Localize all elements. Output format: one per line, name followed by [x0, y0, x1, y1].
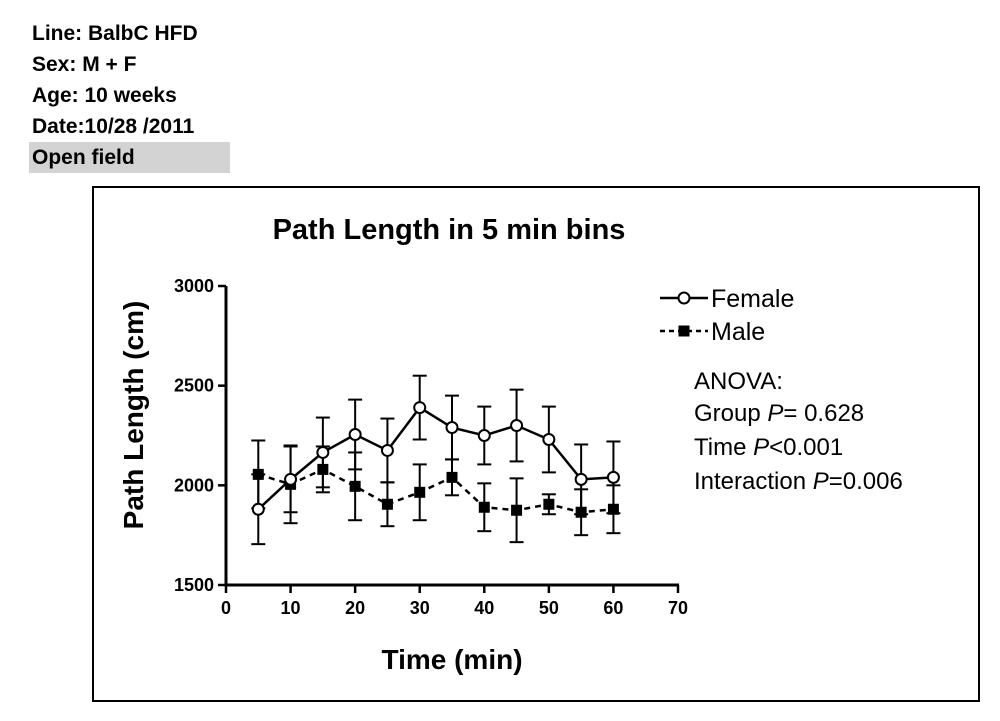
chart-frame — [92, 186, 980, 702]
x-tick-label: 10 — [281, 598, 301, 618]
y-tick-label: 2000 — [174, 475, 214, 495]
female-point — [413, 401, 427, 415]
stats-heading: ANOVA: — [694, 368, 783, 395]
y-tick-label: 3000 — [174, 276, 214, 296]
y-tick-label: 1500 — [174, 575, 214, 595]
stats-time-label: Time — [694, 434, 753, 461]
female-point — [477, 429, 491, 442]
female-point — [606, 470, 620, 484]
meta-sex: Sex: M + F — [32, 53, 137, 76]
female-line — [257, 405, 614, 511]
stats-group-value: = 0.628 — [783, 400, 864, 427]
male-line — [257, 467, 614, 514]
axes: 0 10 20 30 40 50 60 70 1500 2000 2500 3000 — [174, 276, 688, 618]
legend-label-male: Male — [711, 318, 765, 346]
male-point — [446, 471, 458, 483]
female-point — [380, 443, 394, 457]
stats-interaction: Interaction P=0.006 — [694, 468, 903, 495]
male-point — [414, 486, 426, 498]
female-point — [251, 502, 265, 516]
y-axis-title: Path Length (cm) — [118, 301, 149, 530]
legend-label-female: Female — [711, 285, 794, 313]
y-tick-label: 2500 — [174, 376, 214, 396]
stats-interaction-p: P — [813, 468, 829, 495]
x-axis-title: Time (min) — [381, 644, 522, 675]
male-point — [478, 501, 490, 513]
male-point — [511, 504, 523, 516]
x-tick-label: 50 — [539, 598, 559, 618]
series-layer — [251, 374, 621, 546]
stats-group-label: Group — [694, 400, 767, 427]
x-tick-label: 40 — [474, 598, 494, 618]
meta-date: Date:10/28 /2011 — [32, 115, 195, 138]
anova-stats: ANOVA: Group P= 0.628 Time P<0.001 Inter… — [694, 368, 903, 495]
legend-item-female: Female — [660, 285, 794, 313]
x-tick-label: 70 — [668, 598, 688, 618]
x-tick-label: 60 — [603, 598, 623, 618]
x-tick-label: 30 — [410, 598, 430, 618]
meta-age: Age: 10 weeks — [32, 84, 177, 107]
legend-marker-female — [677, 291, 691, 305]
female-point — [316, 445, 330, 459]
legend-marker-male — [678, 325, 690, 337]
x-tick-label: 0 — [221, 598, 231, 618]
legend: Female Male — [660, 285, 794, 346]
legend-item-male: Male — [660, 318, 765, 346]
female-point — [348, 428, 362, 442]
female-point — [574, 472, 588, 486]
metadata-block: Line: BalbC HFD Sex: M + F Age: 10 weeks… — [29, 18, 230, 173]
male-point — [381, 498, 393, 510]
stats-time-value: <0.001 — [769, 434, 843, 461]
series-male — [251, 439, 621, 544]
stats-interaction-label: Interaction — [694, 468, 813, 495]
series-female — [251, 374, 621, 546]
meta-line: Line: BalbC HFD — [32, 22, 198, 45]
female-point — [542, 432, 556, 446]
female-point — [284, 472, 298, 486]
stats-group: Group P= 0.628 — [694, 400, 864, 427]
stats-group-p: P — [767, 400, 783, 427]
chart-title: Path Length in 5 min bins — [273, 214, 626, 246]
male-point — [349, 480, 361, 492]
x-tick-label: 20 — [345, 598, 365, 618]
meta-test: Open field — [29, 142, 230, 173]
female-point — [510, 419, 524, 433]
female-point — [445, 421, 459, 435]
stats-time-p: P — [753, 434, 769, 461]
stats-interaction-value: =0.006 — [829, 468, 903, 495]
male-point — [543, 498, 555, 510]
stats-time: Time P<0.001 — [694, 434, 843, 461]
